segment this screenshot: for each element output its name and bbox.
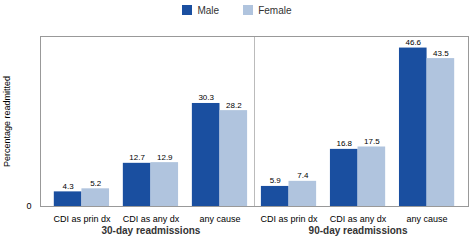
svg-text:16.8: 16.8	[336, 139, 352, 148]
svg-text:any cause: any cause	[199, 214, 240, 224]
svg-text:17.5: 17.5	[364, 137, 380, 146]
svg-text:12.7: 12.7	[129, 153, 145, 162]
svg-text:CDI as any dx: CDI as any dx	[330, 214, 387, 224]
svg-text:30-day readmissions: 30-day readmissions	[101, 225, 200, 236]
html-text:Female: Female	[258, 4, 292, 16]
svg-text:CDI as prin dx: CDI as prin dx	[261, 214, 319, 224]
html-text:Male: Male	[197, 4, 220, 16]
svg-text:CDI as prin dx: CDI as prin dx	[53, 214, 111, 224]
svg-text:7.4: 7.4	[297, 171, 309, 180]
svg-text:0: 0	[26, 201, 31, 211]
svg-text:5.2: 5.2	[90, 179, 102, 188]
svg-text:90-day readmissions: 90-day readmissions	[309, 225, 408, 236]
svg-text:28.2: 28.2	[226, 101, 242, 110]
svg-text:4.3: 4.3	[63, 182, 75, 191]
svg-text:any cause: any cause	[407, 214, 448, 224]
svg-text:43.5: 43.5	[433, 49, 449, 58]
svg-text:46.6: 46.6	[405, 38, 421, 47]
svg-text:CDI as any dx: CDI as any dx	[123, 214, 180, 224]
svg-text:Percentage readmitted: Percentage readmitted	[2, 76, 12, 167]
svg-text:5.9: 5.9	[270, 176, 282, 185]
svg-text:12.9: 12.9	[157, 153, 173, 162]
svg-text:30.3: 30.3	[198, 93, 214, 102]
